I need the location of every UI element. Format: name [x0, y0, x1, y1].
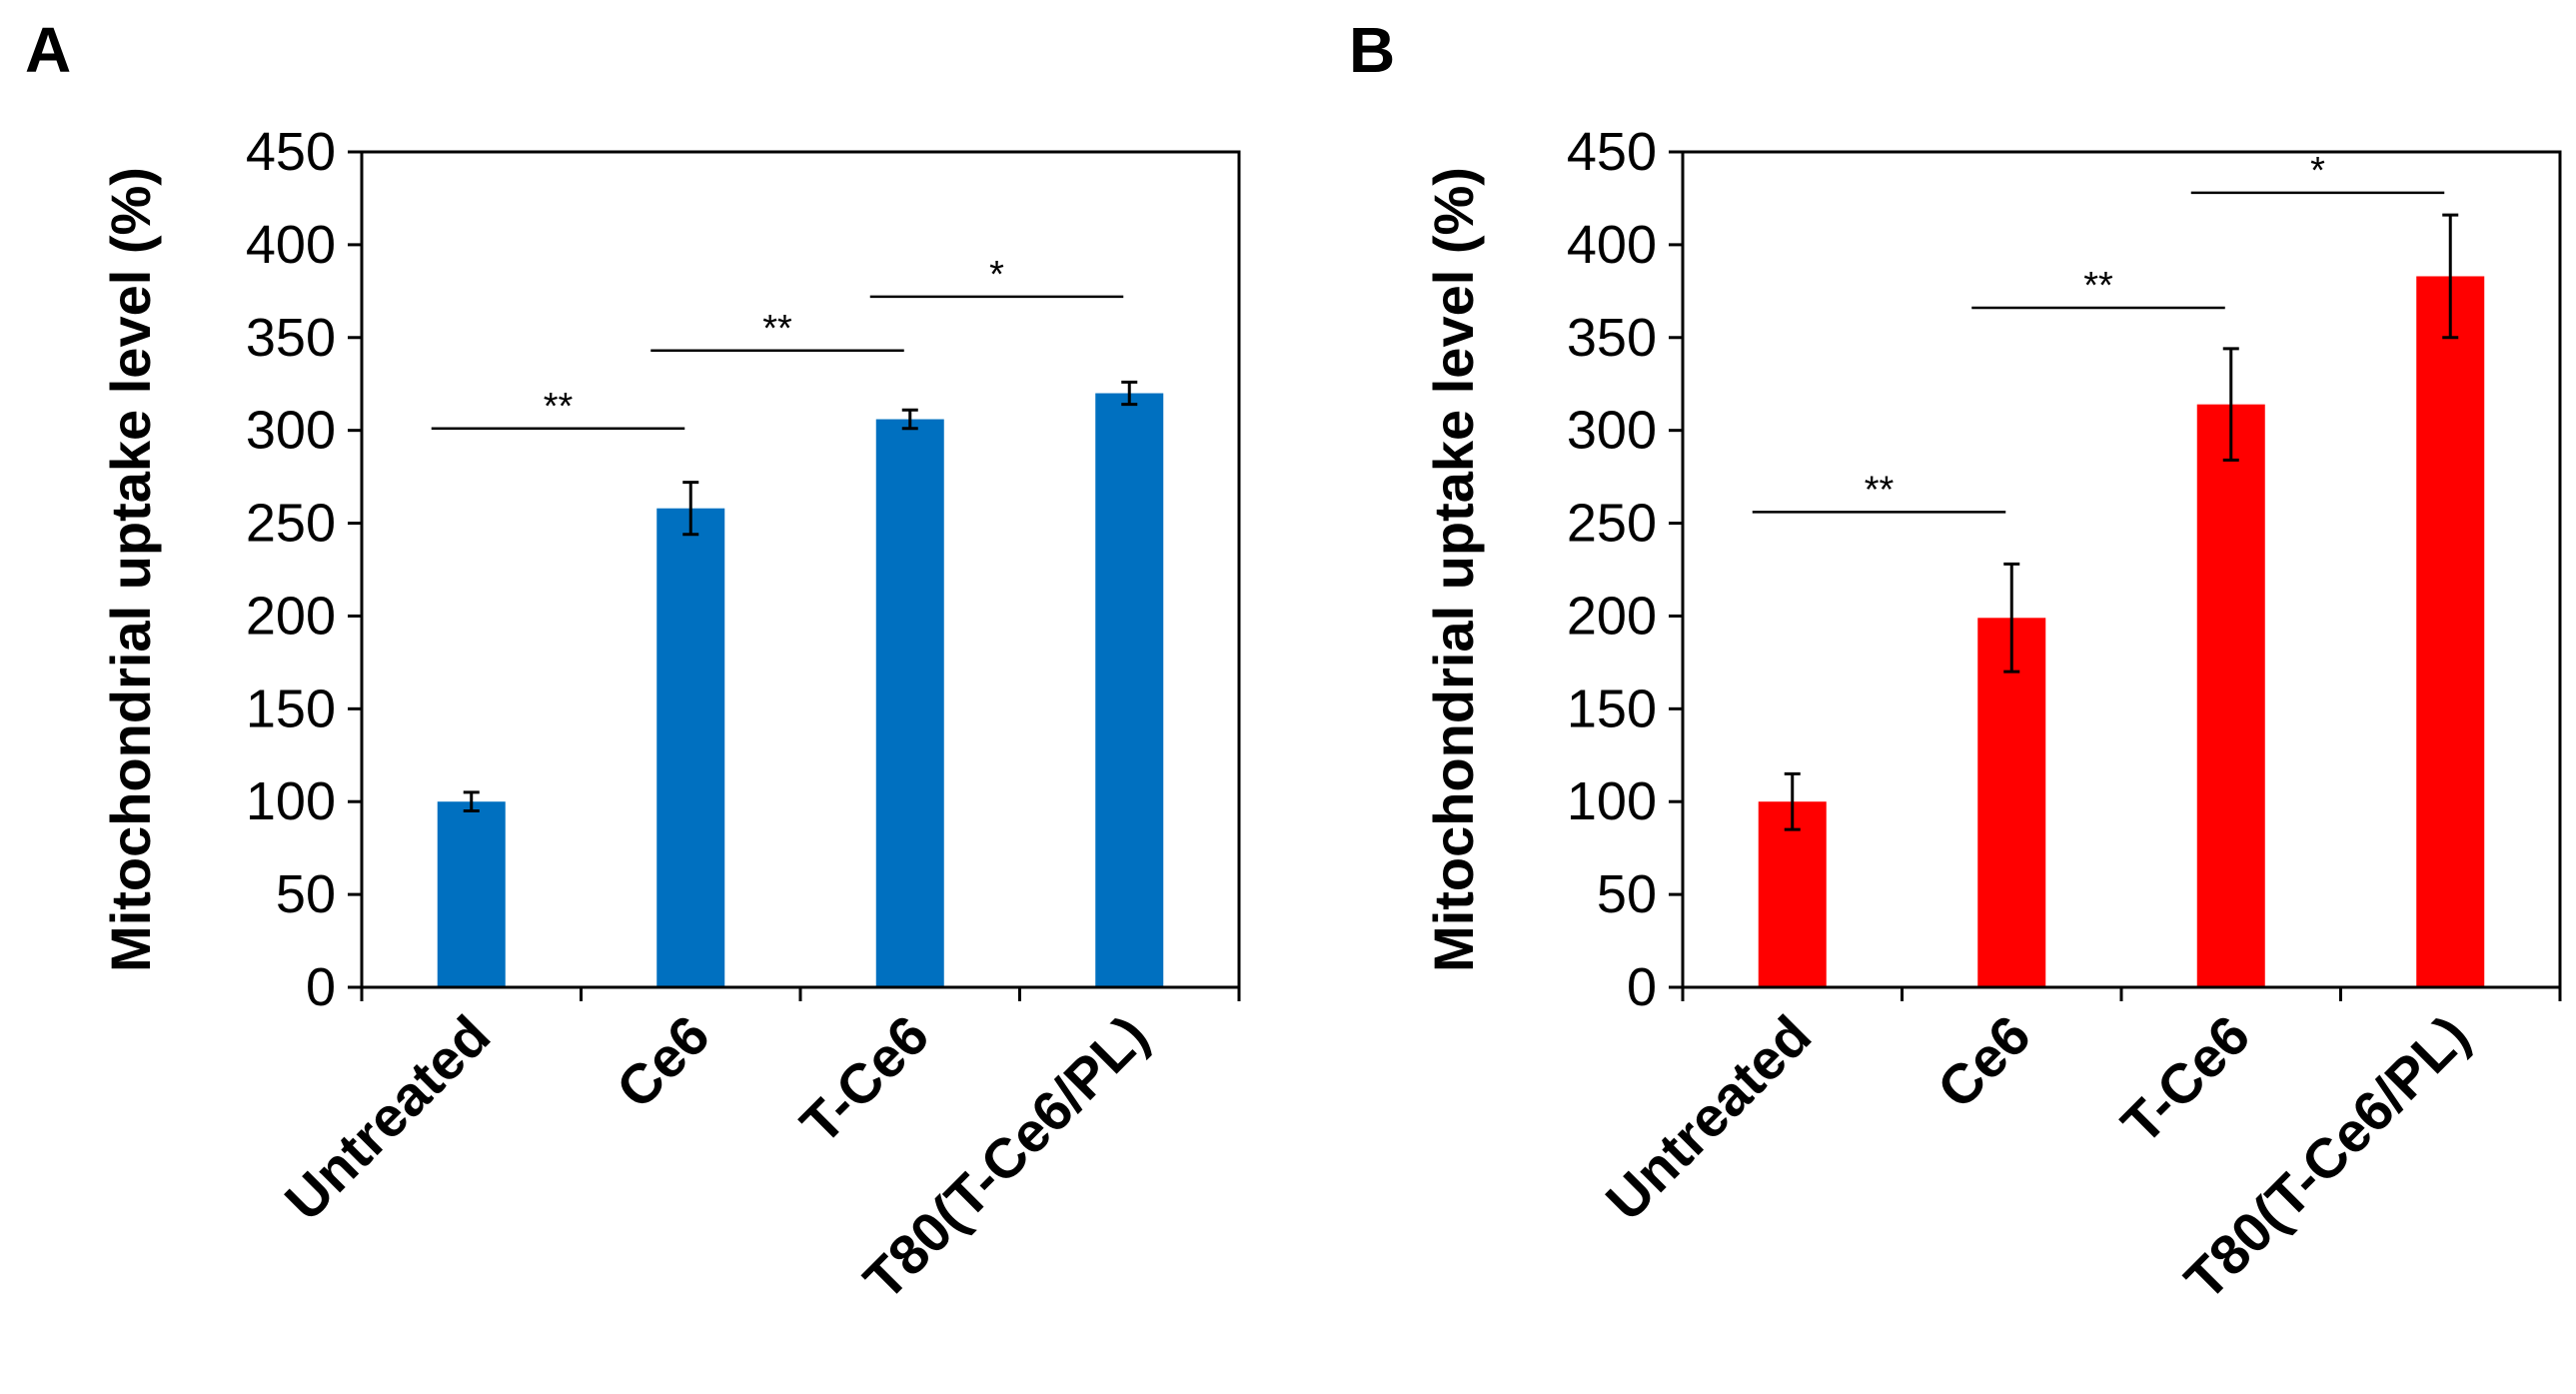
y-axis-label: Mitochondrial uptake level (%) [99, 167, 162, 972]
panel-letter: B [1349, 14, 1395, 86]
y-tick-label: 100 [1567, 771, 1657, 831]
panel-b: B Mitochondrial uptake level (%) 0 50 100 150… [1349, 14, 2562, 1312]
y-tick-label: 350 [1567, 308, 1657, 368]
bar [1758, 801, 1827, 987]
y-tick-label: 450 [1567, 122, 1657, 182]
y-tick-label: 250 [246, 494, 336, 554]
bar [1095, 393, 1164, 987]
x-category-label: T-Ce6 [2109, 1003, 2261, 1155]
y-tick-label: 400 [1567, 215, 1657, 275]
y-tick-label: 300 [246, 401, 336, 461]
y-tick-label: 150 [246, 679, 336, 738]
y-tick-label: 50 [1597, 864, 1657, 924]
y-tick-label: 200 [1567, 586, 1657, 646]
x-category-label: T-Ce6 [788, 1003, 940, 1155]
bar [2416, 276, 2485, 988]
y-tick-label: 150 [1567, 679, 1657, 738]
bar [656, 508, 725, 987]
bar [875, 419, 944, 987]
significance-label: * [989, 254, 1004, 296]
significance-label: ** [762, 308, 792, 350]
y-tick-label: 350 [246, 308, 336, 368]
y-tick-label: 100 [246, 771, 336, 831]
x-category-label: Untreated [273, 1003, 502, 1232]
bar [2196, 404, 2265, 987]
y-tick-label: 200 [246, 586, 336, 646]
y-tick-label: 0 [1627, 957, 1657, 1017]
bar [437, 801, 506, 987]
y-tick-label: 300 [1567, 401, 1657, 461]
significance-label: ** [1865, 469, 1895, 511]
y-tick-label: 400 [246, 215, 336, 275]
panel-letter: A [25, 14, 71, 86]
x-category-label: Untreated [1594, 1003, 1823, 1232]
y-tick-label: 250 [1567, 494, 1657, 554]
significance-label: ** [2083, 265, 2113, 307]
significance-label: * [2310, 150, 2325, 192]
plot-frame [1681, 150, 2562, 987]
y-tick-label: 50 [276, 864, 336, 924]
y-tick-label: 0 [306, 957, 336, 1017]
x-category-label: Ce6 [1926, 1003, 2042, 1120]
y-axis-label: Mitochondrial uptake level (%) [1422, 167, 1485, 972]
x-category-label: Ce6 [605, 1003, 721, 1120]
significance-label: ** [544, 386, 574, 428]
panel-a: A Mitochondrial uptake level (%) 0 50 100 150… [25, 14, 1241, 1312]
plot-frame [360, 150, 1241, 987]
y-tick-label: 450 [246, 122, 336, 182]
bar [1977, 618, 2046, 987]
